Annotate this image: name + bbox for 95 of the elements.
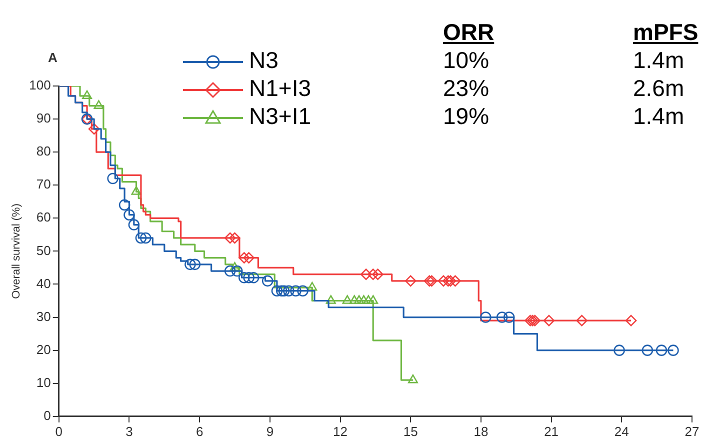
x-tick-label: 18 xyxy=(474,424,488,439)
point xyxy=(224,265,236,277)
y-tick-label: 90 xyxy=(36,110,51,126)
point xyxy=(438,275,450,287)
point xyxy=(290,285,302,296)
legend-label: N3 xyxy=(249,47,278,73)
point xyxy=(224,232,236,244)
text: ORR xyxy=(443,18,496,47)
point xyxy=(118,199,130,211)
point xyxy=(543,314,555,326)
point xyxy=(404,275,416,287)
x-tick-label: 21 xyxy=(544,424,559,439)
point xyxy=(480,312,492,323)
point xyxy=(342,295,352,304)
point xyxy=(88,123,100,135)
annotation: 2.6m xyxy=(633,75,686,103)
point xyxy=(184,258,196,270)
x-tick-label: 3 xyxy=(126,424,133,439)
y-tick-label: 60 xyxy=(36,210,51,225)
point xyxy=(358,295,369,304)
point xyxy=(230,262,240,271)
y-tick-label: 0 xyxy=(44,408,51,423)
text: 1.4m xyxy=(633,47,686,75)
y-tick-label: 20 xyxy=(36,342,51,357)
point xyxy=(526,314,538,326)
point xyxy=(238,252,250,264)
point xyxy=(107,172,118,184)
point xyxy=(444,275,456,287)
point xyxy=(231,265,243,277)
point xyxy=(278,285,290,296)
point xyxy=(363,295,374,304)
point xyxy=(372,268,384,280)
legend-label: N3+I1 xyxy=(249,103,312,129)
point xyxy=(243,272,254,284)
point xyxy=(124,209,135,221)
point xyxy=(656,344,668,356)
point xyxy=(82,90,92,100)
point xyxy=(131,186,142,195)
annotation: 19% xyxy=(443,103,490,131)
point xyxy=(576,314,588,326)
point xyxy=(94,100,104,109)
text: A xyxy=(48,50,58,65)
point xyxy=(408,374,418,384)
point xyxy=(614,344,625,356)
point xyxy=(243,252,254,264)
point xyxy=(135,232,147,244)
point xyxy=(140,232,152,244)
point xyxy=(283,285,294,296)
y-tick-label: 10 xyxy=(36,374,51,390)
x-tick-label: 15 xyxy=(403,424,418,439)
point xyxy=(248,272,260,284)
annotation: 23% xyxy=(443,75,490,103)
point xyxy=(297,285,308,296)
text: mPFS xyxy=(633,18,700,47)
x-tick-label: 12 xyxy=(333,424,348,439)
point xyxy=(326,295,336,304)
y-tick-label: 70 xyxy=(36,176,51,192)
point xyxy=(367,268,379,280)
y-tick-label: 40 xyxy=(36,276,51,291)
point xyxy=(271,285,283,296)
point xyxy=(496,312,508,323)
point xyxy=(128,219,140,230)
y-tick-label: 80 xyxy=(36,144,51,159)
x-tick-label: 27 xyxy=(684,424,700,439)
y-tick-label: 50 xyxy=(36,242,51,258)
point xyxy=(229,232,240,244)
point xyxy=(424,275,436,287)
point xyxy=(262,275,274,287)
legend-label: N1+I3 xyxy=(249,75,312,101)
text: 10% xyxy=(443,47,490,75)
point xyxy=(668,344,679,356)
x-tick-label: 0 xyxy=(55,424,63,439)
point xyxy=(354,295,364,304)
point xyxy=(450,275,461,287)
point xyxy=(360,268,372,280)
point xyxy=(349,295,360,304)
point xyxy=(307,282,318,291)
x-tick-label: 9 xyxy=(266,424,274,439)
point xyxy=(642,344,654,356)
point xyxy=(426,275,438,287)
x-tick-label: 6 xyxy=(196,424,204,439)
point xyxy=(442,275,454,287)
point xyxy=(625,314,637,326)
point xyxy=(529,314,541,326)
y-tick-label: 30 xyxy=(36,308,51,324)
annotation: 1.4m xyxy=(633,103,686,131)
point xyxy=(189,258,201,270)
x-tick-label: 24 xyxy=(614,424,629,439)
point xyxy=(368,295,378,304)
point xyxy=(503,312,515,323)
y-axis-title: Overall survival (%) xyxy=(10,204,23,299)
point xyxy=(276,285,288,296)
point xyxy=(238,272,250,284)
y-tick-label: 100 xyxy=(29,78,51,93)
point xyxy=(524,314,536,326)
